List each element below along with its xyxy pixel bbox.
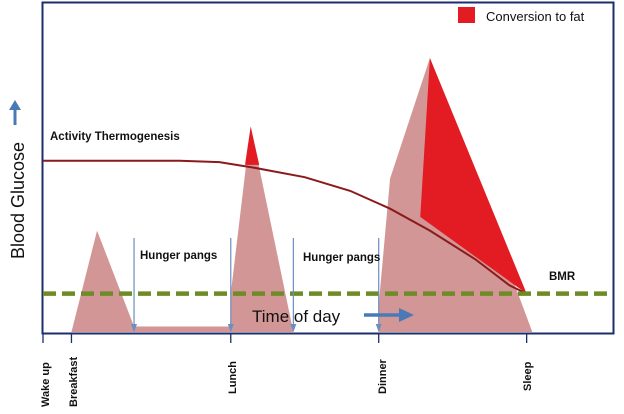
legend-label: Conversion to fat	[486, 9, 585, 24]
meal-arrow-head	[375, 324, 382, 332]
x-axis-arrow	[364, 308, 414, 322]
meal-arrow-3	[290, 238, 297, 332]
annotation-bmr: BMR	[549, 271, 576, 283]
y-axis-arrow	[9, 100, 21, 125]
fat-region-2	[420, 58, 527, 294]
meal-arrow-head	[227, 324, 234, 332]
annotation-hunger-pangs-1: Hunger pangs	[140, 250, 217, 262]
meal-arrow-head	[131, 324, 138, 332]
meal-arrow-1	[131, 238, 138, 332]
legend-swatch	[458, 7, 475, 23]
x-tick-breakfast: Breakfast	[68, 357, 80, 407]
x-tick-lunch: Lunch	[227, 361, 239, 394]
y-axis-label: Blood Glucose	[8, 142, 28, 259]
x-axis-label: Time of day	[252, 307, 341, 326]
annotation-activity-thermogenesis: Activity Thermogenesis	[50, 131, 180, 143]
meal-arrow-2	[227, 238, 234, 332]
fat-region-1	[244, 126, 260, 165]
x-tick-dinner: Dinner	[377, 358, 389, 394]
x-tick-wake-up: Wake up	[40, 362, 52, 407]
meal-arrow-head	[290, 324, 297, 332]
glucose-area	[71, 58, 612, 332]
annotation-hunger-pangs-2: Hunger pangs	[303, 252, 380, 264]
x-tick-sleep: Sleep	[522, 361, 534, 391]
activity-thermogenesis-line	[43, 159, 528, 295]
plot-frame	[41, 1, 615, 335]
